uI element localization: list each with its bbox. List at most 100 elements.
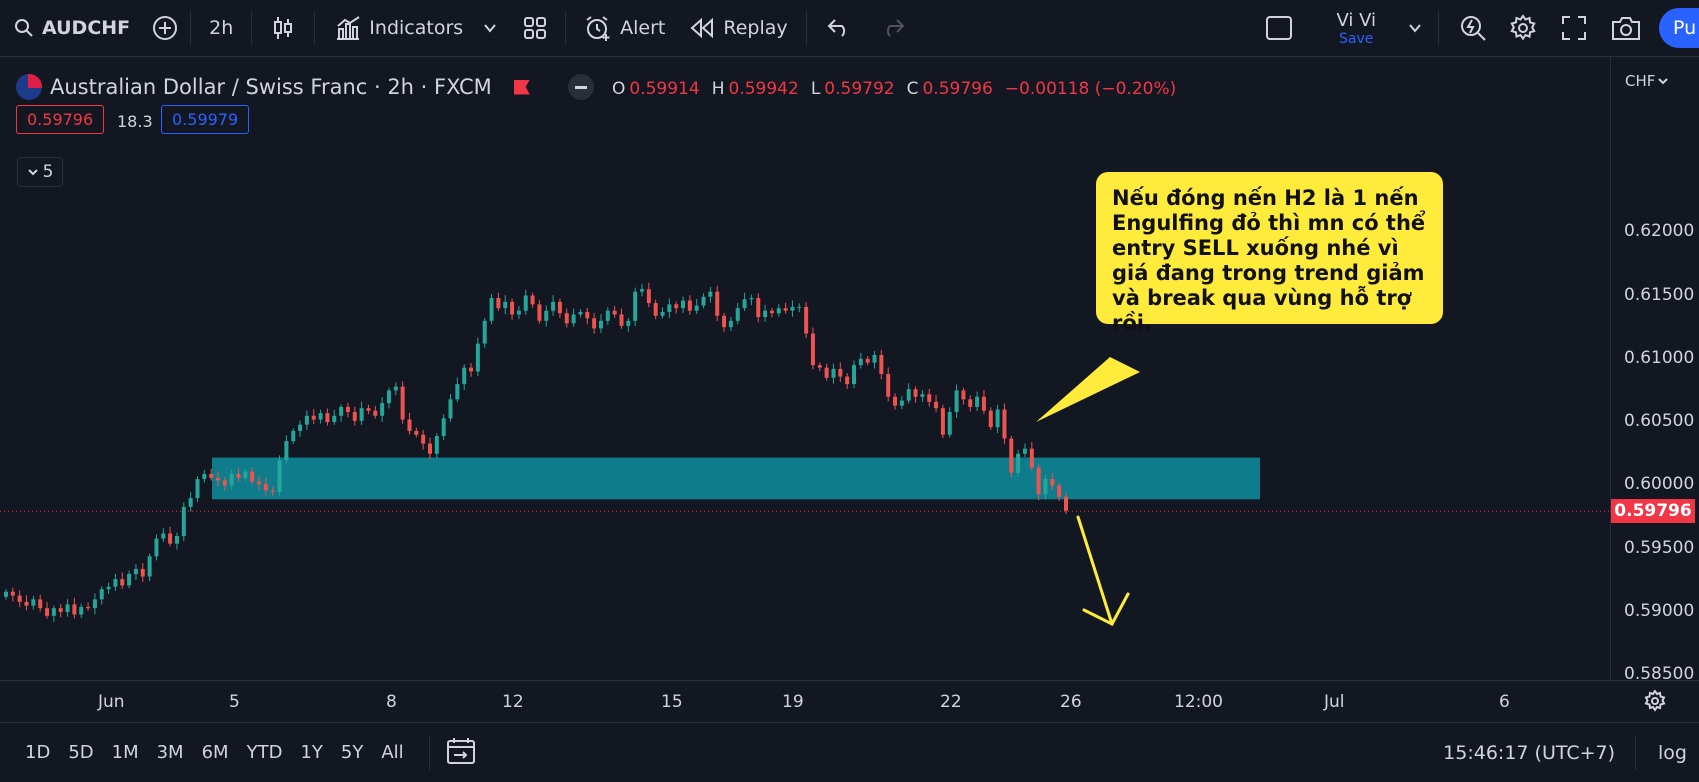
- gear-icon: [1509, 14, 1537, 42]
- candle-body: [961, 390, 966, 400]
- candle-body: [988, 410, 993, 428]
- interval-button[interactable]: 2h: [191, 0, 251, 56]
- candle-body: [65, 604, 70, 612]
- candle-body: [127, 574, 132, 586]
- alarm-clock-icon: [584, 14, 612, 42]
- candle-body: [1016, 453, 1021, 473]
- candle-body: [270, 490, 275, 492]
- timeframe-button[interactable]: 1D: [25, 742, 51, 763]
- quick-search-button[interactable]: [1439, 0, 1497, 56]
- indicators-button[interactable]: Indicators: [315, 0, 475, 56]
- candle-body: [455, 384, 460, 400]
- settings-button[interactable]: [1497, 0, 1549, 56]
- support-zone-rectangle[interactable]: [212, 457, 1260, 500]
- candle-body: [722, 315, 727, 328]
- sell-price-box[interactable]: 0.59796: [16, 105, 105, 134]
- candle-body: [975, 396, 980, 407]
- date-range-button[interactable]: [430, 737, 492, 769]
- lightning-search-icon: [1459, 14, 1487, 42]
- toolbar-divider: [428, 735, 430, 770]
- top-toolbar: AUDCHF 2h Indicators Alert Replay Vi Vi …: [0, 0, 1699, 57]
- open-key: O: [612, 79, 626, 99]
- redo-button[interactable]: [871, 0, 915, 56]
- candle-body: [653, 303, 658, 316]
- time-label: 12: [502, 692, 524, 712]
- time-label: 6: [1499, 692, 1510, 712]
- candlestick-chart[interactable]: [0, 57, 1610, 680]
- candle-body: [817, 365, 822, 368]
- undo-button[interactable]: [807, 0, 871, 56]
- candle-body: [51, 608, 56, 616]
- candle-body: [332, 415, 337, 423]
- chart-type-button[interactable]: [252, 0, 314, 56]
- fullscreen-layout-button[interactable]: [1238, 0, 1320, 56]
- candle-body: [674, 304, 679, 309]
- flag-icon[interactable]: [513, 79, 530, 95]
- candle-body: [858, 358, 863, 366]
- candle-body: [448, 399, 453, 419]
- spread-value: 18.3: [117, 112, 153, 131]
- candle-body: [790, 306, 795, 311]
- timeframe-button[interactable]: 5D: [68, 742, 94, 763]
- indicators-toggle[interactable]: 5: [17, 157, 63, 187]
- collapse-legend-button[interactable]: [567, 74, 594, 100]
- fullscreen-button[interactable]: [1549, 0, 1599, 56]
- time-axis[interactable]: Jun 5 8 12 15 19 22 26 12:00 Jul 6: [0, 680, 1699, 723]
- price-axis[interactable]: CHF 0.62000 0.61500 0.61000 0.60500 0.60000 0…: [1610, 57, 1699, 684]
- candle-body: [311, 415, 316, 420]
- plus-circle-icon: [152, 15, 178, 41]
- candle-body: [482, 320, 487, 344]
- layout-name-button[interactable]: Vi Vi Save: [1320, 0, 1400, 56]
- alert-button[interactable]: Alert: [566, 0, 677, 56]
- time-label: 22: [940, 692, 962, 712]
- candle-body: [99, 589, 104, 600]
- candle-body: [86, 606, 91, 609]
- log-scale-toggle[interactable]: log: [1658, 741, 1687, 764]
- symbol-search[interactable]: AUDCHF: [0, 0, 140, 56]
- interval-label: 2h: [209, 17, 234, 39]
- snapshot-button[interactable]: [1599, 0, 1653, 56]
- ohlc-values: O 0.59914 H 0.59942 L 0.59792 C 0.59796 −0.0…: [612, 79, 1184, 99]
- down-arrow-drawing[interactable]: [1076, 515, 1130, 626]
- publish-button[interactable]: Pu: [1659, 8, 1699, 48]
- candle-body: [257, 481, 262, 485]
- candle-body: [934, 401, 939, 409]
- candle-body: [838, 368, 843, 377]
- timeframe-button[interactable]: 1Y: [300, 742, 323, 763]
- clock[interactable]: 15:46:17 (UTC+7): [1443, 741, 1616, 764]
- replay-button[interactable]: Replay: [677, 0, 805, 56]
- candle-body: [366, 408, 371, 411]
- timeframe-button[interactable]: 6M: [201, 742, 229, 763]
- currency-selector[interactable]: CHF: [1625, 72, 1669, 90]
- chevron-down-icon: [483, 21, 497, 35]
- high-key: H: [711, 79, 725, 99]
- timeframe-button[interactable]: 1M: [111, 742, 139, 763]
- candle-body: [496, 298, 501, 309]
- timeframe-button[interactable]: YTD: [246, 742, 283, 763]
- timeframe-button[interactable]: 3M: [156, 742, 184, 763]
- annotation-callout[interactable]: Nếu đóng nến H2 là 1 nến Engulfing đỏ th…: [1096, 172, 1443, 335]
- chart-pane[interactable]: Australian Dollar / Swiss Franc · 2h · F…: [0, 57, 1610, 680]
- indicators-dropdown[interactable]: [475, 0, 505, 56]
- candle-body: [31, 599, 36, 606]
- axis-settings-button[interactable]: [1644, 690, 1666, 716]
- symbol-title[interactable]: Australian Dollar / Swiss Franc · 2h · F…: [50, 75, 492, 99]
- candle-body: [735, 308, 740, 321]
- layouts-button[interactable]: [505, 0, 565, 56]
- timeframe-button[interactable]: All: [381, 742, 404, 763]
- layout-dropdown[interactable]: [1400, 0, 1438, 56]
- timeframe-button[interactable]: 5Y: [340, 742, 364, 763]
- candle-body: [927, 394, 932, 402]
- candle-body: [243, 471, 248, 478]
- candles-icon: [272, 15, 294, 41]
- candle-body: [359, 408, 364, 421]
- compare-button[interactable]: [140, 0, 190, 56]
- buy-price-box[interactable]: 0.59979: [161, 105, 250, 134]
- toolbar-divider: [805, 11, 807, 45]
- price-label: 0.60000: [1624, 474, 1695, 495]
- candle-body: [571, 314, 576, 324]
- time-label: 12:00: [1174, 692, 1223, 712]
- candle-body: [222, 480, 227, 486]
- candle-body: [893, 396, 898, 406]
- candle-body: [462, 367, 467, 385]
